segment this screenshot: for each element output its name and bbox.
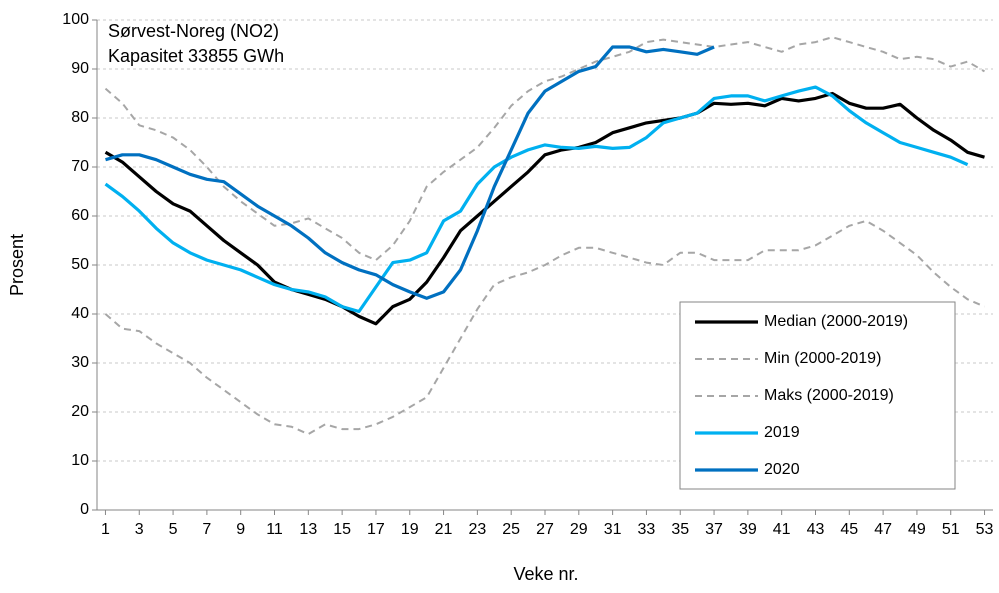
x-tick-label: 37 — [705, 521, 723, 538]
x-tick-label: 29 — [570, 521, 588, 538]
y-axis-label: Prosent — [7, 234, 27, 296]
y-tick-label: 20 — [71, 403, 89, 420]
x-tick-label: 53 — [976, 521, 994, 538]
x-tick-label: 21 — [435, 521, 453, 538]
x-tick-label: 31 — [604, 521, 622, 538]
legend-label: Min (2000-2019) — [764, 350, 881, 367]
x-tick-label: 33 — [638, 521, 656, 538]
series-line — [104, 85, 969, 314]
chart-subtitle: Kapasitet 33855 GWh — [108, 46, 284, 66]
x-tick-label: 43 — [807, 521, 825, 538]
y-tick-label: 90 — [71, 60, 89, 77]
x-tick-label: 23 — [468, 521, 486, 538]
series-line — [104, 36, 986, 262]
x-tick-label: 27 — [536, 521, 554, 538]
y-tick-label: 60 — [71, 207, 89, 224]
x-tick-label: 17 — [367, 521, 385, 538]
series-line — [104, 91, 985, 326]
legend-label: 2019 — [764, 424, 800, 441]
y-tick-label: 30 — [71, 354, 89, 371]
legend-label: 2020 — [764, 461, 800, 478]
series-line — [105, 45, 715, 300]
x-tick-label: 3 — [135, 521, 144, 538]
chart-title: Sørvest-Noreg (NO2) — [108, 21, 279, 41]
series-line — [104, 219, 985, 436]
x-tick-label: 19 — [401, 521, 419, 538]
x-tick-label: 45 — [840, 521, 858, 538]
y-tick-label: 70 — [71, 158, 89, 175]
x-tick-label: 39 — [739, 521, 757, 538]
x-tick-label: 1 — [101, 521, 110, 538]
x-tick-label: 15 — [333, 521, 351, 538]
y-tick-label: 40 — [71, 305, 89, 322]
x-tick-label: 25 — [502, 521, 520, 538]
x-tick-label: 5 — [169, 521, 178, 538]
legend-label: Maks (2000-2019) — [764, 387, 894, 404]
y-tick-label: 80 — [71, 109, 89, 126]
legend-label: Median (2000-2019) — [764, 313, 908, 330]
y-tick-label: 50 — [71, 256, 89, 273]
y-tick-label: 100 — [62, 11, 89, 28]
x-tick-label: 11 — [266, 521, 283, 538]
y-tick-label: 0 — [80, 501, 89, 518]
x-tick-label: 13 — [299, 521, 317, 538]
x-tick-label: 7 — [202, 521, 211, 538]
x-tick-label: 35 — [671, 521, 689, 538]
x-axis-label: Veke nr. — [513, 564, 578, 584]
x-tick-label: 51 — [942, 521, 960, 538]
x-tick-label: 9 — [236, 521, 245, 538]
x-tick-label: 49 — [908, 521, 926, 538]
y-tick-label: 10 — [71, 452, 89, 469]
x-tick-label: 47 — [874, 521, 892, 538]
x-tick-label: 41 — [773, 521, 791, 538]
